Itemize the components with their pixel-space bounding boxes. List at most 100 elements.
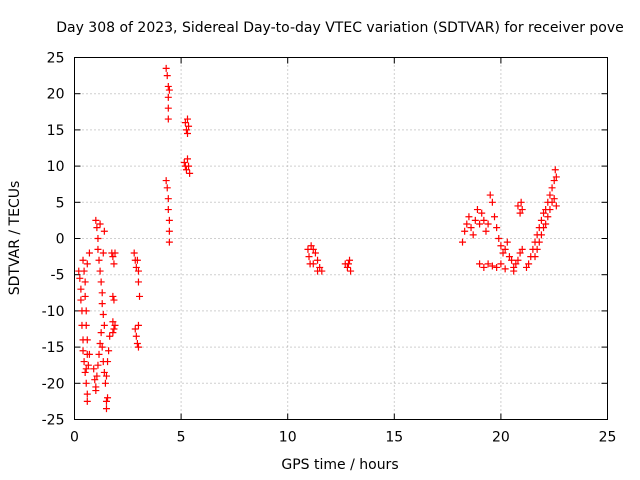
- data-point: [311, 249, 319, 257]
- data-point: [162, 64, 170, 72]
- data-point: [535, 238, 543, 246]
- data-point: [186, 169, 194, 177]
- data-point: [164, 195, 172, 203]
- data-point: [346, 256, 354, 264]
- x-tick-labels: 0 5 10 15 20 25: [70, 430, 616, 446]
- y-tick-label: 20: [47, 87, 65, 103]
- data-point: [463, 220, 471, 228]
- data-point: [133, 339, 141, 347]
- data-point: [488, 198, 496, 206]
- data-point: [95, 350, 103, 358]
- data-point: [486, 191, 494, 199]
- data-point: [497, 260, 505, 268]
- data-point: [461, 227, 469, 235]
- data-point: [97, 329, 105, 337]
- data-point: [132, 332, 140, 340]
- data-point: [130, 249, 138, 257]
- data-point: [469, 231, 477, 239]
- data-point: [106, 332, 114, 340]
- x-axis-label: GPS time / hours: [281, 457, 398, 473]
- data-point: [81, 368, 89, 376]
- y-tick-labels: -25 -20 -15 -10 -5 0 5 10 15 20 25: [42, 51, 65, 429]
- data-point: [104, 394, 112, 402]
- data-point: [550, 195, 558, 203]
- x-tick-label: 0: [70, 430, 79, 446]
- data-point: [98, 289, 106, 297]
- data-point: [90, 365, 98, 373]
- plot-frame: [74, 57, 608, 420]
- data-point: [546, 206, 554, 214]
- data-point: [79, 347, 87, 355]
- data-point: [347, 267, 355, 275]
- data-point: [478, 209, 486, 217]
- data-point: [459, 238, 467, 246]
- data-point: [82, 365, 90, 373]
- data-point: [548, 184, 556, 192]
- data-point: [85, 350, 93, 358]
- data-point: [163, 184, 171, 192]
- data-point: [111, 321, 119, 329]
- data-point: [501, 245, 509, 253]
- data-point: [96, 339, 104, 347]
- data-point: [499, 249, 507, 257]
- data-point: [185, 122, 193, 130]
- data-point: [314, 267, 322, 275]
- data-point: [552, 202, 560, 210]
- data-point: [102, 372, 110, 380]
- y-tick-label: -10: [42, 304, 65, 320]
- data-point: [305, 253, 313, 261]
- data-point: [316, 263, 324, 271]
- data-point: [164, 104, 172, 112]
- axis-ticks: [74, 57, 608, 420]
- data-point: [95, 256, 103, 264]
- data-point: [550, 177, 558, 185]
- data-point: [97, 278, 105, 286]
- data-point: [180, 158, 188, 166]
- data-point: [101, 379, 109, 387]
- data-point: [548, 198, 556, 206]
- data-point: [309, 245, 317, 253]
- data-point: [163, 72, 171, 80]
- data-point: [501, 265, 509, 273]
- data-point: [93, 224, 101, 232]
- data-point: [164, 206, 172, 214]
- x-tick-label: 25: [599, 430, 617, 446]
- data-point: [102, 405, 110, 413]
- data-point: [183, 115, 191, 123]
- data-point: [83, 260, 91, 268]
- data-point: [343, 263, 351, 271]
- data-point: [104, 358, 112, 366]
- data-point: [309, 260, 317, 268]
- data-point: [164, 115, 172, 123]
- data-point: [81, 292, 89, 300]
- data-point: [518, 245, 526, 253]
- data-point: [182, 126, 190, 134]
- data-point: [133, 256, 141, 264]
- data-point: [473, 206, 481, 214]
- data-point: [82, 379, 90, 387]
- y-tick-label: 10: [47, 159, 65, 175]
- data-point: [503, 238, 511, 246]
- data-point: [91, 376, 99, 384]
- data-point: [165, 227, 173, 235]
- data-point: [516, 209, 524, 217]
- data-point: [512, 260, 520, 268]
- chart-title: Day 308 of 2023, Sidereal Day-to-day VTE…: [56, 20, 624, 36]
- data-point: [497, 242, 505, 250]
- data-point: [514, 202, 522, 210]
- data-point: [546, 191, 554, 199]
- data-point: [109, 318, 117, 326]
- data-point: [100, 368, 108, 376]
- data-point: [185, 162, 193, 170]
- data-point: [493, 263, 501, 271]
- data-point: [162, 177, 170, 185]
- data-point: [183, 130, 191, 138]
- data-point: [77, 296, 85, 304]
- data-point: [522, 263, 530, 271]
- data-point: [96, 267, 104, 275]
- data-point: [105, 347, 113, 355]
- data-point: [84, 361, 92, 369]
- data-point: [495, 235, 503, 242]
- data-point: [85, 249, 93, 257]
